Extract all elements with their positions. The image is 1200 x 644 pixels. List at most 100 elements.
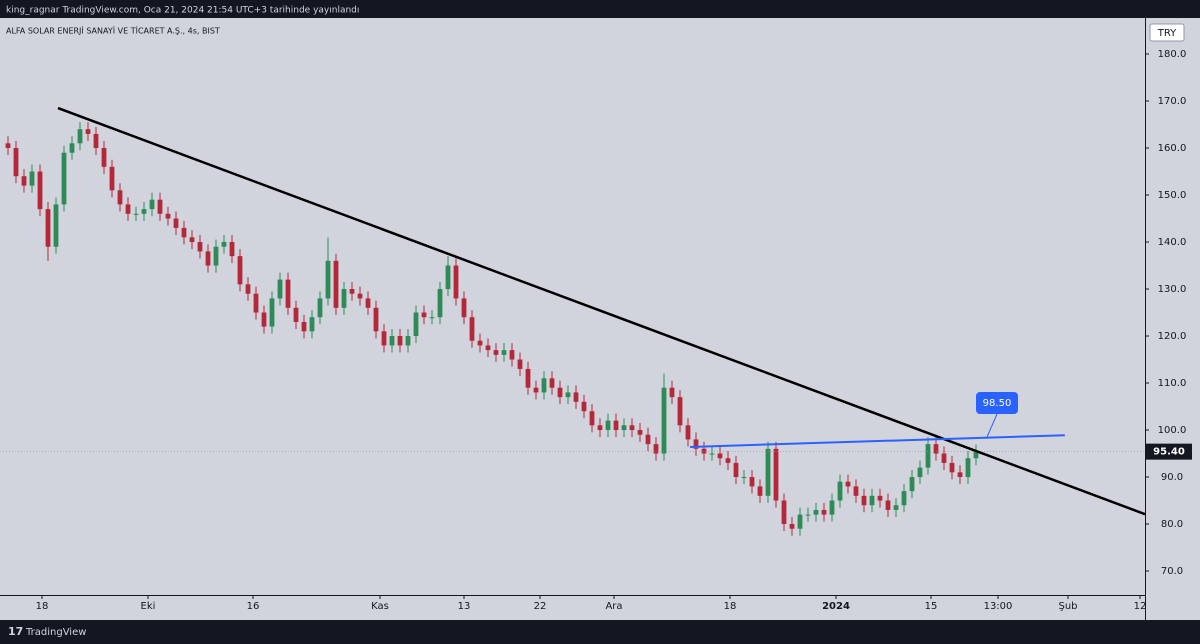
y-tick-label: 140.0 xyxy=(1158,237,1187,248)
footer-icon: 17 xyxy=(8,625,23,638)
candle-body xyxy=(837,481,843,501)
footer-logo: 17 xyxy=(8,625,23,638)
candle-body xyxy=(93,133,99,149)
y-tick-label: 120.0 xyxy=(1158,331,1187,342)
candle-body xyxy=(445,265,451,290)
candle-body xyxy=(85,129,91,134)
x-tick-label: 22 xyxy=(534,601,547,612)
currency-box xyxy=(1149,23,1185,42)
candle-body xyxy=(613,420,619,431)
candle-body xyxy=(933,444,939,454)
annotation-box xyxy=(976,392,1018,414)
candle-body xyxy=(477,340,483,346)
y-tick-label: 110.0 xyxy=(1158,378,1187,389)
candle-body xyxy=(829,500,835,515)
candle-body xyxy=(325,260,331,299)
candle-body xyxy=(365,298,371,308)
candle-body xyxy=(61,152,67,205)
candle-body xyxy=(45,209,51,247)
candle-body xyxy=(293,307,299,322)
candle-body xyxy=(349,289,355,294)
x-tick-label: Ara xyxy=(605,601,622,612)
candle-body xyxy=(253,293,259,313)
candle-body xyxy=(645,434,651,445)
candle-body xyxy=(661,387,667,454)
candle-body xyxy=(165,213,171,219)
candle-body xyxy=(901,491,907,506)
candle-body xyxy=(941,453,947,463)
y-tick-label: 150.0 xyxy=(1158,190,1187,201)
candle-body xyxy=(189,237,195,243)
candle-body xyxy=(213,246,219,266)
candle-body xyxy=(517,359,523,369)
candle-body xyxy=(909,477,915,492)
candle-body xyxy=(765,448,771,496)
candle-body xyxy=(261,312,267,327)
candle-body xyxy=(789,524,795,529)
candle-body xyxy=(773,448,779,501)
candle-body xyxy=(669,387,675,398)
candle-body xyxy=(741,477,747,479)
candle-body xyxy=(469,317,475,341)
candle-body xyxy=(485,345,491,351)
candle-body xyxy=(133,213,139,215)
candle-body xyxy=(389,336,395,346)
last-price-box xyxy=(1146,443,1192,460)
x-tick-label: 2024 xyxy=(822,601,850,612)
candle-body xyxy=(805,514,811,516)
candle-body xyxy=(533,387,539,393)
candle-body xyxy=(309,317,315,332)
candle-body xyxy=(437,289,443,318)
x-tick-label: 16 xyxy=(247,601,260,612)
candle-body xyxy=(877,495,883,501)
candle-body xyxy=(557,387,563,398)
x-tick-label: 12 xyxy=(1134,601,1147,612)
candle-body xyxy=(285,279,291,308)
candle-body xyxy=(461,298,467,318)
candle-body xyxy=(565,392,571,398)
candle-body xyxy=(885,500,891,510)
candle-body xyxy=(221,242,227,247)
candle-body xyxy=(493,350,499,355)
candle-body xyxy=(381,331,387,346)
candle-body xyxy=(693,439,699,449)
candle-body xyxy=(749,477,755,487)
candle-body xyxy=(821,509,827,515)
currency-label: TRY xyxy=(1157,28,1177,39)
x-tick-label: 18 xyxy=(36,601,49,612)
candle-body xyxy=(421,312,427,318)
y-tick-label: 100.0 xyxy=(1158,425,1187,436)
candle-body xyxy=(69,143,75,153)
candle-body xyxy=(581,401,587,412)
candle-body xyxy=(781,500,787,525)
candle-body xyxy=(13,148,19,177)
candle-body xyxy=(925,444,931,468)
candle-body xyxy=(109,166,115,191)
candle-body xyxy=(869,495,875,506)
annotation-pointer xyxy=(986,413,998,438)
candle-body xyxy=(653,444,659,454)
candle-body xyxy=(725,458,731,463)
candle-body xyxy=(861,495,867,506)
x-tick-label: Şub xyxy=(1058,601,1077,612)
trend-line xyxy=(689,434,1065,448)
candle-body xyxy=(757,486,763,496)
candle-body xyxy=(525,368,531,388)
candle-body xyxy=(685,425,691,440)
candle-body xyxy=(317,298,323,318)
candle-body xyxy=(197,242,203,252)
x-tick-label: 18 xyxy=(724,601,737,612)
candle-body xyxy=(589,411,595,426)
candle-body xyxy=(429,317,435,319)
candle-body xyxy=(797,514,803,529)
candle-body xyxy=(229,242,235,257)
y-tick-label: 130.0 xyxy=(1158,284,1187,295)
candle-body xyxy=(77,129,83,144)
candle-body xyxy=(893,505,899,510)
candle-body xyxy=(173,218,179,228)
candle-body xyxy=(717,453,723,459)
candle-body xyxy=(301,321,307,332)
candle-body xyxy=(237,256,243,285)
candle-body xyxy=(149,199,155,210)
